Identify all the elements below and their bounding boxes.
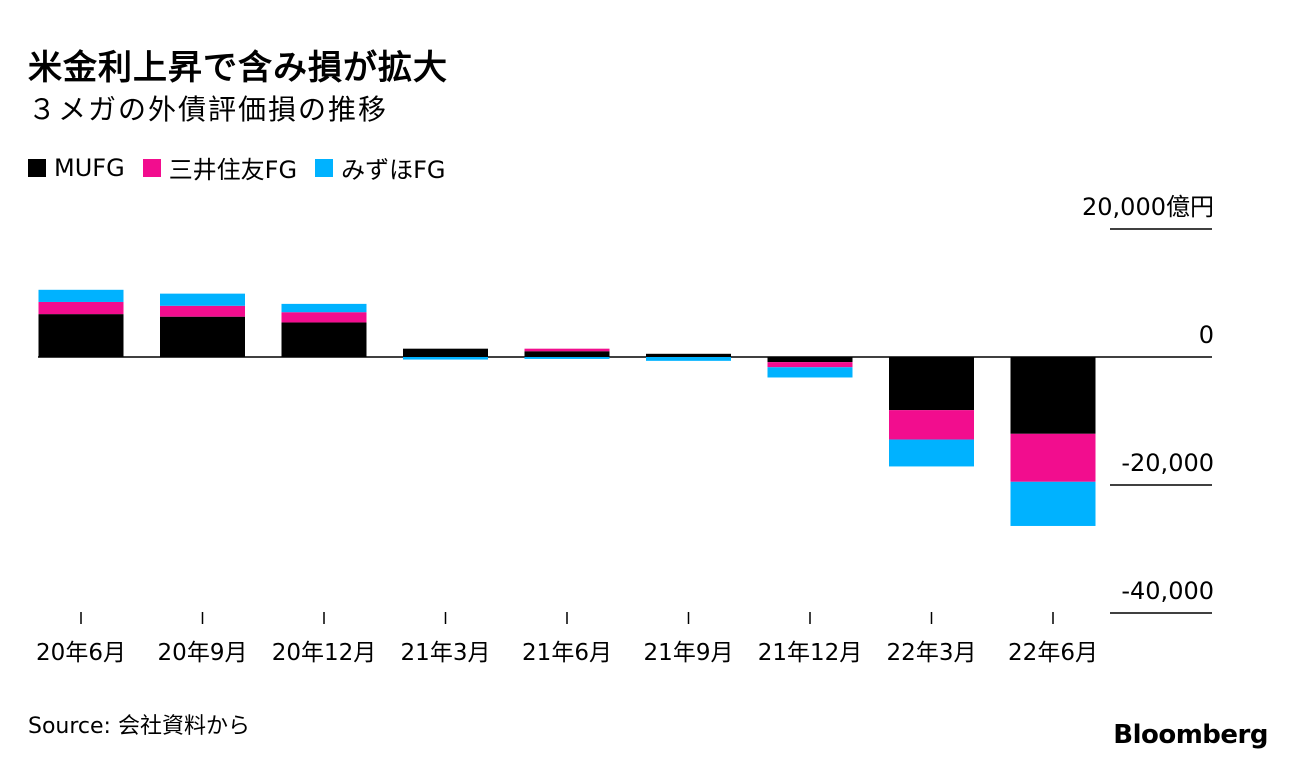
x-tick-label-5: 21年9月 (644, 640, 734, 666)
legend-label-smfg: 三井住友FG (168, 156, 298, 184)
bar-2-series-1 (281, 312, 367, 323)
bar-7-series-1 (889, 410, 974, 440)
chart-title: 米金利上昇で含み損が拡大 (28, 48, 448, 88)
x-tick-label-3: 21年3月 (401, 640, 491, 666)
legend-item-mizuho: みずほFG (315, 150, 446, 185)
bar-0-series-1 (38, 301, 124, 315)
bar-6-series-1 (767, 362, 853, 368)
bar-4-series-1 (524, 348, 610, 352)
legend-label-mizuho: みずほFG (341, 156, 446, 184)
bar-7-series-0 (889, 357, 974, 411)
bar-4-series-2 (524, 357, 610, 359)
x-tick-label-1: 20年9月 (158, 640, 248, 666)
legend: MUFG 三井住友FG みずほFG (28, 150, 464, 185)
source-note: Source: 会社資料から (28, 714, 250, 739)
y-tick-label-3: -40,000 (1121, 577, 1214, 605)
bar-1-series-0 (160, 316, 245, 357)
bar-2-series-0 (281, 322, 367, 357)
stacked-bar-chart: 20,000億円 0 -20,000 -40,000 20年6月 20年9月 20年12月 2… (36, 193, 1214, 666)
x-tick-label-4: 21年6月 (522, 640, 612, 666)
legend-swatch-mufg (28, 158, 46, 177)
y-tick-label-1: 0 (1199, 321, 1214, 349)
legend-item-mufg: MUFG (28, 154, 125, 182)
bar-5-series-2 (646, 357, 731, 361)
bar-0-series-2 (38, 289, 124, 302)
bar-6-series-2 (767, 367, 853, 378)
bar-3-series-2 (403, 357, 488, 360)
legend-swatch-mizuho (315, 158, 334, 177)
x-tick-label-7: 22年3月 (887, 640, 977, 666)
bar-5-series-0 (646, 353, 731, 357)
bar-3-series-0 (403, 348, 488, 357)
bar-1-series-1 (160, 305, 245, 317)
bar-8-series-0 (1010, 357, 1096, 434)
bloomberg-logo: Bloomberg (1113, 720, 1268, 750)
x-tick-label-2: 20年12月 (272, 640, 377, 666)
y-tick-label-2: -20,000 (1121, 449, 1214, 477)
bar-8-series-1 (1010, 433, 1096, 482)
bar-0-series-0 (38, 314, 124, 357)
legend-item-smfg: 三井住友FG (142, 150, 298, 185)
bar-8-series-2 (1010, 481, 1096, 526)
x-tick-label-0: 20年6月 (36, 640, 126, 666)
y-tick-label-0: 20,000億円 (1082, 193, 1214, 221)
bar-6-series-0 (767, 357, 853, 363)
chart-subtitle: ３メガの外債評価損の推移 (28, 93, 389, 126)
x-tick-label-8: 22年6月 (1008, 640, 1098, 666)
bar-2-series-2 (281, 303, 367, 313)
x-tick-label-6: 21年12月 (758, 640, 863, 666)
bar-7-series-2 (889, 439, 974, 467)
bar-1-series-2 (160, 293, 245, 306)
bar-4-series-0 (524, 351, 610, 357)
legend-label-mufg: MUFG (54, 153, 125, 182)
legend-swatch-smfg (142, 158, 161, 177)
